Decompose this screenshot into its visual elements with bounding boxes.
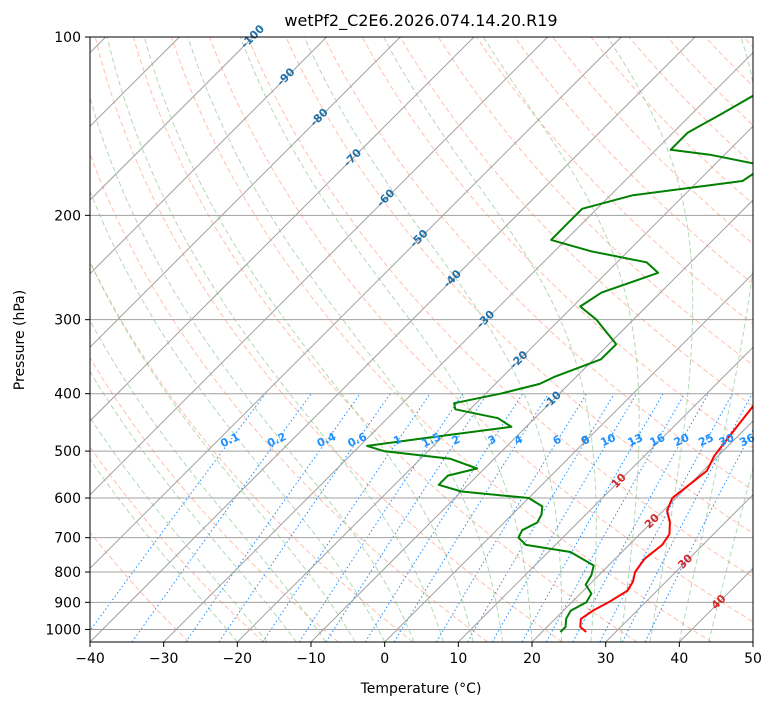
dry-adiabat [90,152,488,642]
isotherm-line [90,37,696,642]
mixing-ratio-line [262,393,431,642]
y-tick-label: 1000 [45,622,81,638]
dry-adiabat [361,37,753,449]
moist-adiabat [90,416,268,642]
dry-adiabat [132,37,638,642]
moist-adiabat [90,260,356,642]
isotherm-line [163,51,753,642]
moist-adiabat [708,466,753,642]
moist-adiabat [607,37,694,642]
mixing-ratio-label: 16 [648,431,668,449]
moist-adiabat [482,37,640,642]
plot-frame [89,36,754,643]
dry-adiabat [90,446,264,642]
isotherm-line [90,37,622,570]
mixing-ratio-line [644,428,753,642]
dry-adiabat [514,37,753,285]
x-tick-label: 20 [523,651,541,667]
isotherm-line [90,37,328,275]
dry-adiabat [323,37,753,491]
moist-adiabat [143,37,474,642]
chart-title: wetPf2_C2E6.2026.074.14.20.R19 [284,11,557,31]
moist-adiabat [90,458,238,642]
y-tick-label: 400 [54,387,81,403]
x-tick-label: 50 [744,651,762,667]
y-tick-label: 300 [54,313,81,329]
dry-adiabat [247,37,753,578]
mixing-ratio-label: 20 [672,431,692,449]
moist-adiabat [239,37,533,642]
moist-adiabat [90,189,386,642]
y-tick-label: 100 [54,30,81,46]
x-axis-label: Temperature (°C) [360,681,482,697]
mixing-ratio-line [435,393,587,642]
y-tick-label: 800 [54,565,81,581]
axes: −40 −30 −20 −10 0 10 20 30 40 50 100 200 300 400 500 60… [45,30,762,667]
isotherm-line [605,493,753,642]
dry-adiabat [90,356,339,642]
mixing-ratio-line [131,393,312,642]
isotherm-line [90,37,549,496]
isotherm-line [457,346,753,642]
isotherm-line [236,125,753,642]
dry-adiabat [90,531,190,642]
mixing-ratio-label: 10 [598,431,618,449]
mixing-ratio-line [521,393,664,642]
moist-adiabat [678,37,753,642]
mixing-ratio-label: 30 [717,431,737,449]
y-tick-label: 500 [54,444,81,460]
mixing-ratio-line [298,393,464,642]
x-tick-label: −40 [75,651,105,667]
isotherm-line [90,37,401,349]
mixing-ratio-label: 13 [626,431,645,449]
x-tick-label: −30 [149,651,179,667]
y-tick-label: 700 [54,531,81,547]
y-tick-label: 200 [54,208,81,224]
temperature-line [579,403,753,633]
dry-adiabat [171,37,712,642]
isotherm-line [531,420,753,642]
x-tick-label: 0 [380,651,389,667]
y-axis-label: Pressure (hPa) [12,290,28,390]
dry-adiabat [399,37,753,407]
isotherm-line [90,37,475,422]
mixing-ratio-line [545,393,686,642]
dry-adiabat [209,37,753,623]
moist-adiabat [106,37,445,642]
x-tick-label: −20 [223,651,253,667]
mixing-ratio-label: 25 [696,431,715,449]
mixing-ratio-line [572,393,709,642]
mixing-ratio-line [364,393,524,642]
mixing-ratio-line [393,393,550,642]
x-tick-label: 10 [449,651,467,667]
x-tick-label: −10 [296,651,326,667]
x-tick-label: 30 [597,651,615,667]
profile-lines [366,94,753,633]
background-lines [90,37,753,642]
dry-adiabat [285,37,753,535]
moist-adiabat [303,37,563,642]
mixing-ratio-label: 36 [737,431,757,449]
moist-adiabat [187,37,503,642]
y-tick-label: 900 [54,595,81,611]
mixing-ratio-line [325,393,488,642]
dry-adiabat [437,37,753,366]
dewpoint-line [366,94,753,633]
mixing-ratio-line [467,393,615,642]
isotherm-line [90,37,254,201]
dry-adiabat [94,37,563,642]
x-tick-label: 40 [670,651,688,667]
moist-adiabat [90,319,327,642]
y-tick-label: 600 [54,491,81,507]
mixing-ratio-line [491,393,637,642]
isotherm-line [384,272,753,642]
moist-adiabat [383,37,597,642]
